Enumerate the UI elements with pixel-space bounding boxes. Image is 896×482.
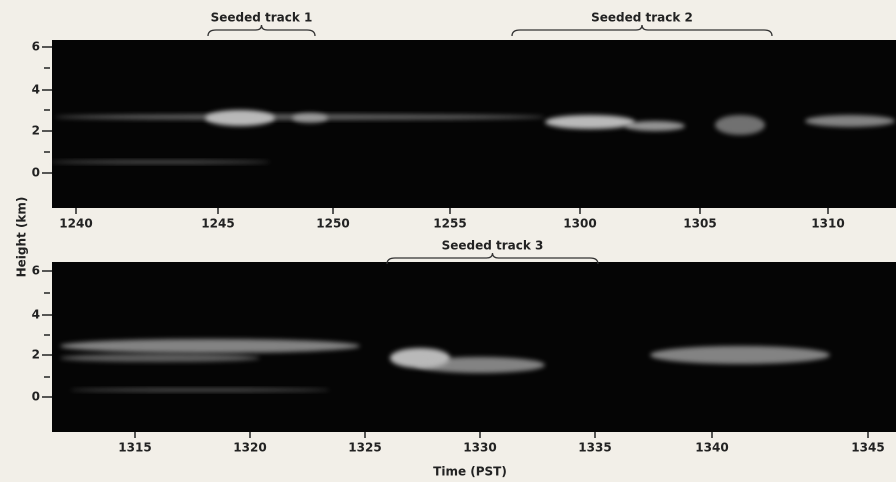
- bracket: [207, 24, 316, 37]
- x-tick-label: 1305: [683, 217, 716, 231]
- x-tick-label: 1345: [851, 441, 884, 455]
- x-tick-label: 1240: [59, 217, 92, 231]
- x-tick-label: 1300: [563, 217, 596, 231]
- x-tick-label: 1245: [201, 217, 234, 231]
- x-tick-label: 1310: [811, 217, 844, 231]
- x-tick-label: 1255: [433, 217, 466, 231]
- x-tick-label: 1320: [233, 441, 266, 455]
- panel-top: [52, 40, 896, 208]
- annotation: Seeded track 3: [442, 239, 544, 253]
- x-tick-label: 1340: [695, 441, 728, 455]
- y-tick-label: 2: [32, 124, 40, 138]
- x-tick-label: 1330: [463, 441, 496, 455]
- x-tick-label: 1315: [118, 441, 151, 455]
- y-tick-label: 6: [32, 40, 40, 54]
- x-tick-label: 1325: [348, 441, 381, 455]
- annotation: Seeded track 1: [211, 11, 313, 25]
- echoes-bottom: [60, 339, 830, 392]
- x-axis-label: Time (PST): [433, 465, 507, 479]
- y-tick-label: 0: [32, 390, 40, 404]
- x-tick-label: 1250: [316, 217, 349, 231]
- y-tick-label: 4: [32, 308, 40, 322]
- y-tick-label: 0: [32, 166, 40, 180]
- x-tick-label: 1335: [578, 441, 611, 455]
- y-tick-label: 2: [32, 348, 40, 362]
- y-axis-label: Height (km): [15, 197, 29, 278]
- bracket: [386, 252, 599, 265]
- echoes-top: [50, 110, 895, 164]
- y-tick-label: 4: [32, 83, 40, 97]
- annotation: Seeded track 2: [591, 11, 693, 25]
- y-tick-label: 6: [32, 264, 40, 278]
- bracket: [511, 24, 773, 37]
